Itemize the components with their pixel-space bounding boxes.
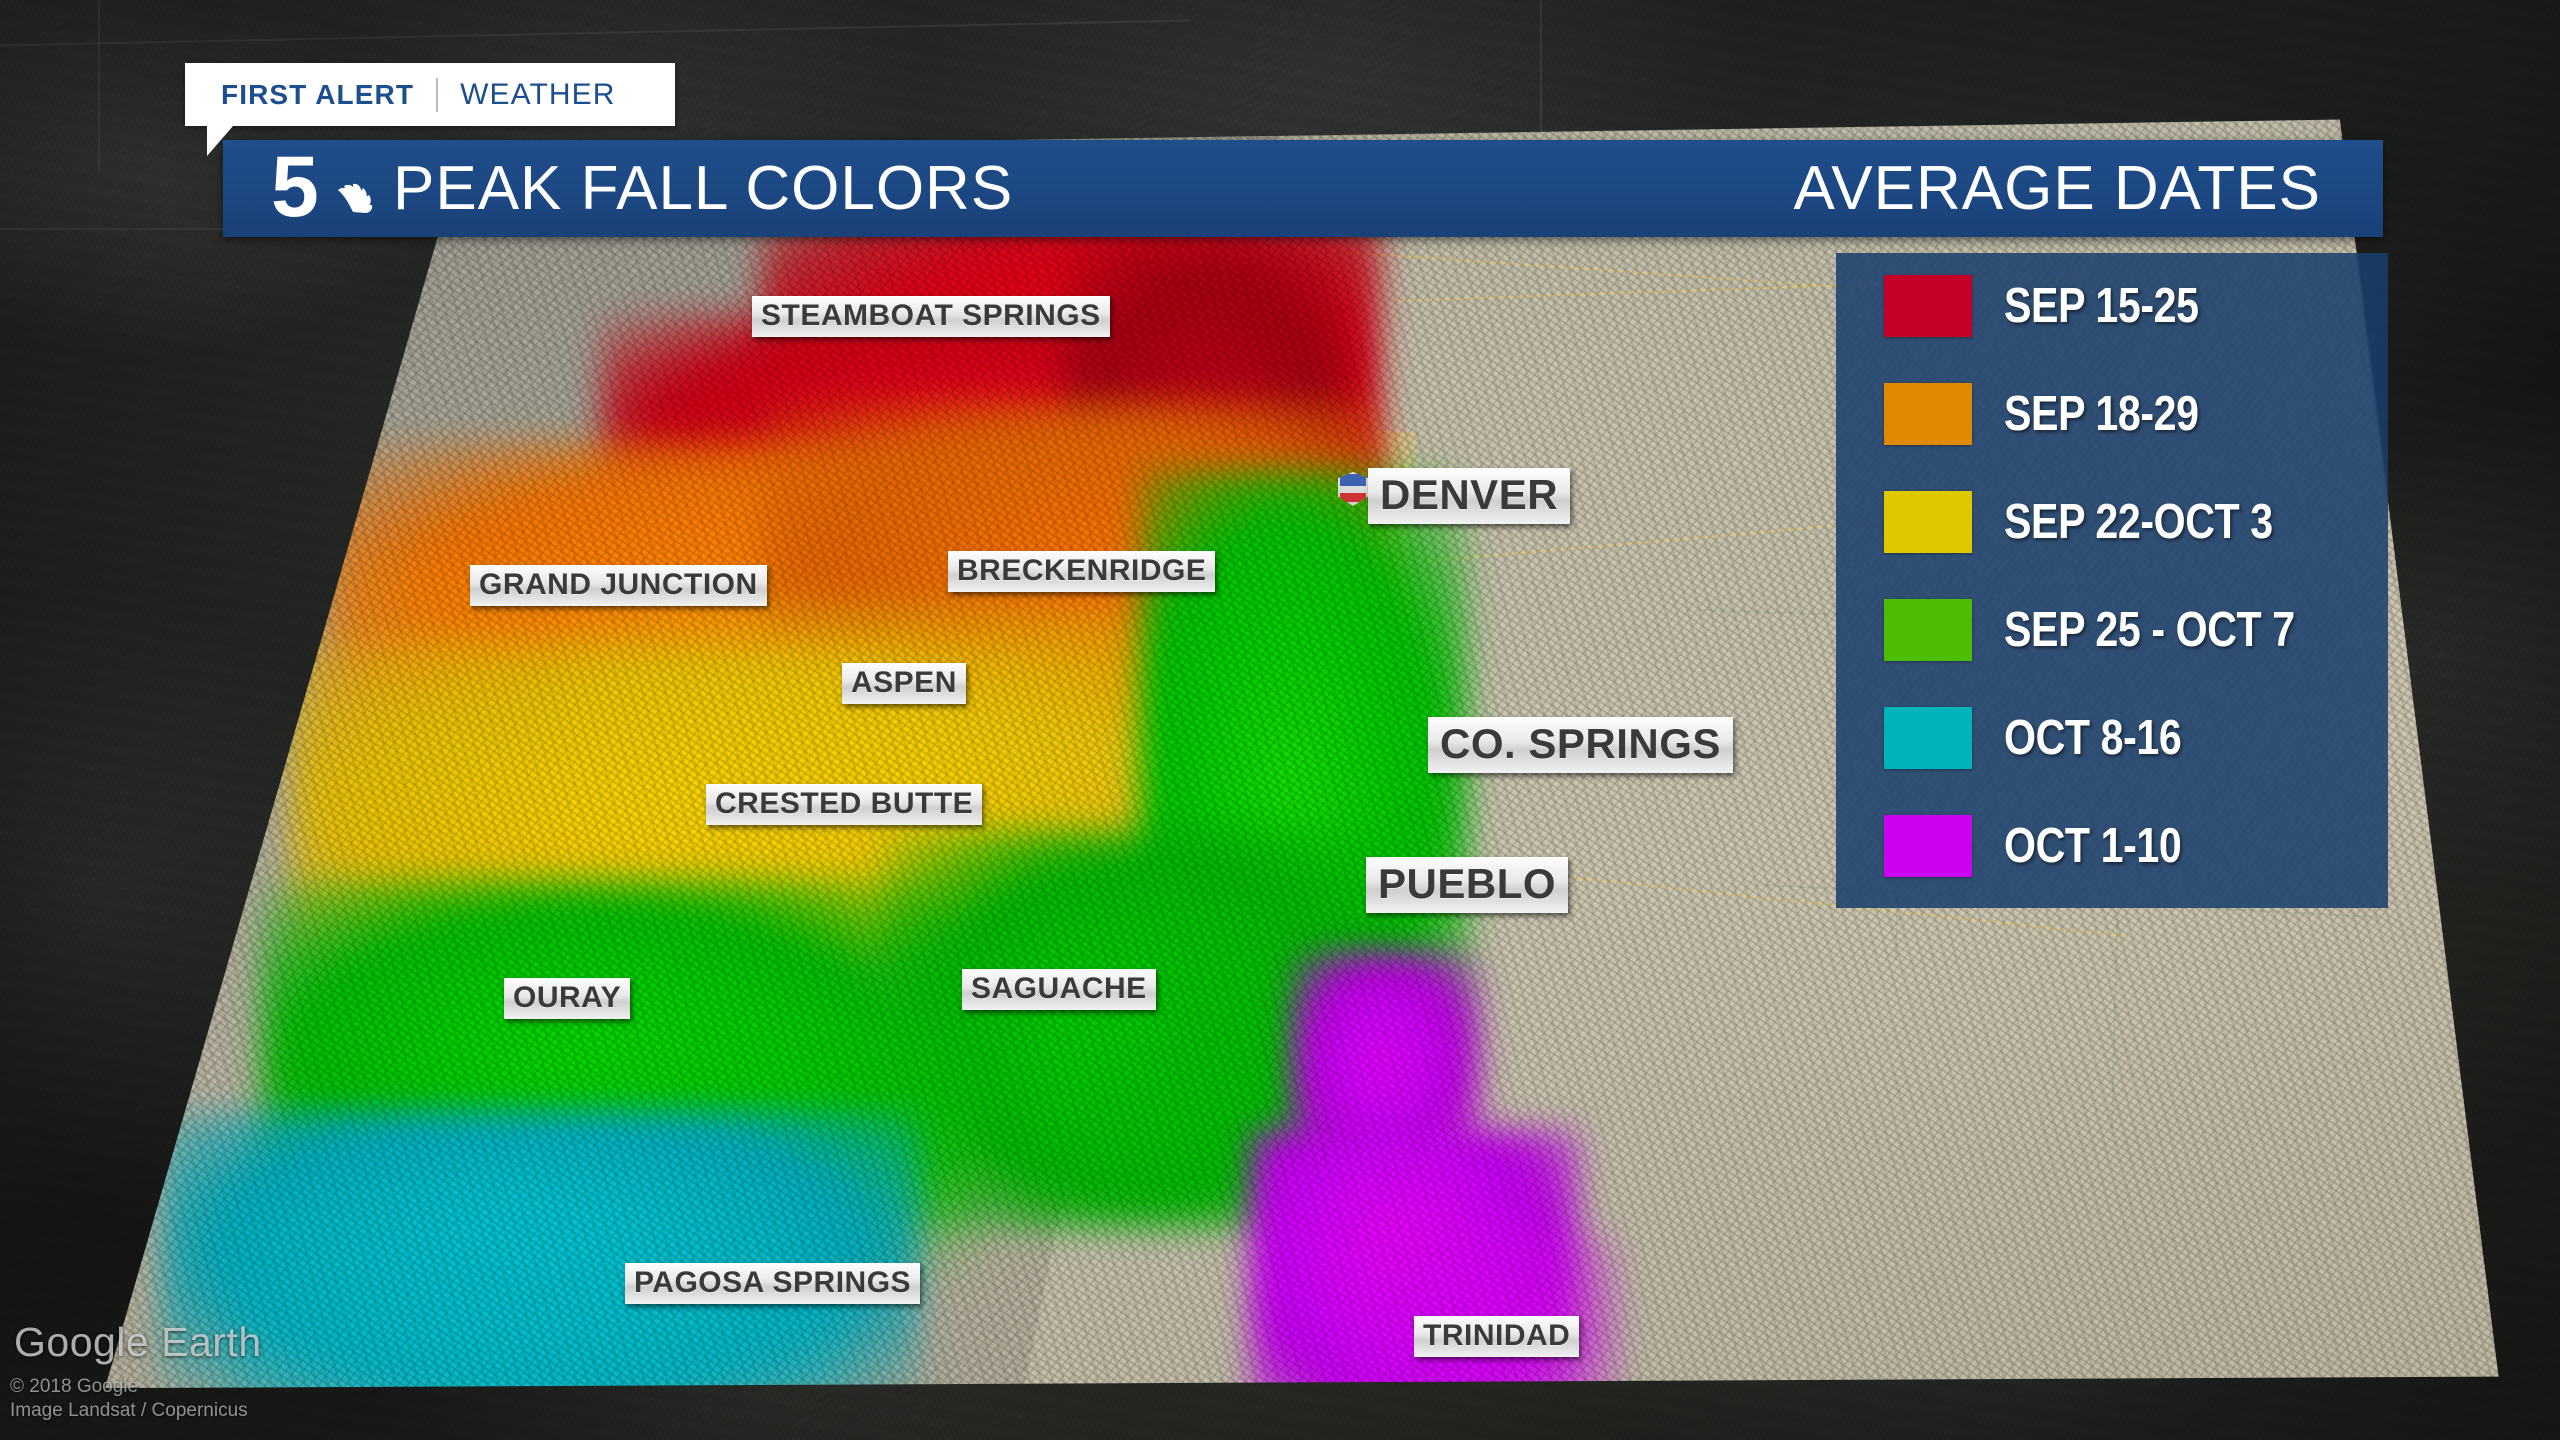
city-label: BRECKENRIDGE [948,551,1216,592]
city-label: SAGUACHE [962,969,1156,1010]
legend-color-swatch [1884,815,1972,877]
nbc5-logo: 5 [271,138,379,235]
legend-label: SEP 15-25 [2004,279,2199,333]
google-earth-attribution: Google Earth [14,1319,262,1366]
copyright-text: © 2018 Google [10,1376,139,1397]
legend-label: SEP 22-OCT 3 [2004,495,2273,549]
first-alert-weather-tab[interactable]: FIRST ALERT WEATHER [185,63,675,156]
city-label: OURAY [504,978,631,1019]
legend-row: OCT 1-10 [1884,815,2215,877]
graticule-line [0,228,320,230]
legend-label: OCT 1-10 [2004,819,2182,873]
city-label: PUEBLO [1366,857,1569,913]
google-wordmark: Google [14,1319,150,1365]
city-label: STEAMBOAT SPRINGS [752,296,1110,337]
city-label: CO. SPRINGS [1428,717,1733,773]
city-label: CRESTED BUTTE [706,784,983,825]
imagery-credit: Image Landsat / Copernicus [10,1400,248,1421]
earth-wordmark: Earth [161,1319,262,1365]
first-alert-label: FIRST ALERT [221,78,415,110]
city-label: PAGOSA SPRINGS [625,1263,921,1304]
legend-row: SEP 22-OCT 3 [1884,491,2324,553]
nbc-peacock-icon [338,183,373,213]
channel-number: 5 [271,138,319,235]
legend-label: SEP 18-29 [2004,387,2199,441]
legend-color-swatch [1884,275,1972,337]
legend-label: SEP 25 - OCT 7 [2004,603,2295,657]
legend-color-swatch [1884,491,1972,553]
weather-label: WEATHER [460,77,616,111]
average-dates-title: AVERAGE DATES [1793,153,2321,223]
legend-color-swatch [1884,383,1972,445]
page-title: PEAK FALL COLORS [393,153,1014,223]
tab-divider [436,77,439,112]
city-label: GRAND JUNCTION [470,565,767,606]
legend-row: SEP 15-25 [1884,275,2236,337]
title-bar: 5 PEAK FALL COLORS AVERAGE DATES [223,140,2383,237]
graticule-line [1540,0,1542,150]
graticule-line [98,0,100,170]
legend-row: OCT 8-16 [1884,707,2215,769]
legend-label: OCT 8-16 [2004,711,2182,765]
legend-row: SEP 25 - OCT 7 [1884,599,2350,661]
legend-color-swatch [1884,707,1972,769]
city-label: ASPEN [842,663,966,704]
color-region-oct-1-10 [1340,1230,1620,1389]
legend-row: SEP 18-29 [1884,383,2236,445]
city-label: DENVER [1368,468,1571,524]
legend-panel: SEP 15-25 SEP 18-29 SEP 22-OCT 3 SEP 25 - O… [1836,253,2388,908]
legend-color-swatch [1884,599,1972,661]
city-label: TRINIDAD [1414,1316,1580,1357]
